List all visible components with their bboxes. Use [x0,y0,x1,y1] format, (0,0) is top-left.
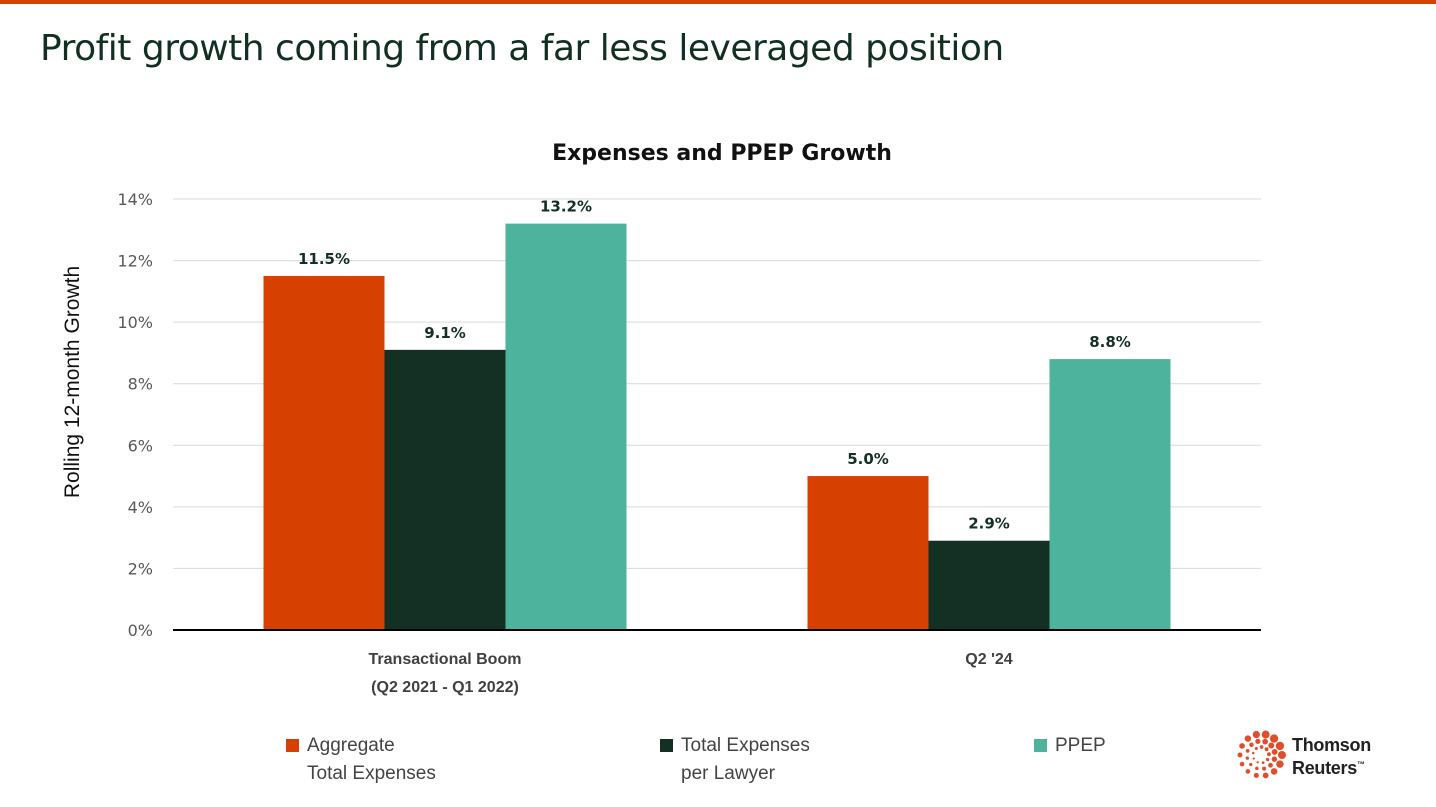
logo-dot [1277,750,1286,760]
legend-item: PPEP [1034,732,1106,760]
logo-tm: ™ [1356,760,1365,769]
y-tick-label: 6% [128,436,153,455]
legend-label: PPEP [1055,735,1106,756]
thomson-reuters-logo: Thomson Reuters™ [1236,730,1396,780]
legend-swatch [660,739,673,752]
y-tick-label: 10% [117,313,153,332]
logo-dot [1249,742,1254,747]
data-label: 8.8% [1089,333,1131,351]
logo-dot [1265,757,1270,762]
bar [505,223,627,630]
legend-label: Total Expenses per Lawyer [681,735,810,784]
logo-dot [1253,772,1259,779]
bar [1049,359,1171,630]
logo-dot [1271,756,1278,762]
chart-title: Expenses and PPEP Growth [552,141,892,166]
y-tick-label: 2% [128,559,153,578]
y-tick-label: 0% [128,621,153,640]
logo-dot [1270,768,1278,775]
logo-dot [1239,743,1245,749]
logo-dot [1245,769,1251,774]
logo-dot [1249,762,1253,767]
logo-line-2: Reuters [1292,758,1357,778]
logo-dot [1276,760,1284,768]
logo-dot [1252,730,1260,739]
logo-dot [1262,772,1269,779]
logo-dot [1261,761,1265,765]
data-label: 11.5% [298,250,350,268]
legend-item: Aggregate Total Expenses [286,732,436,788]
y-tick-label: 12% [117,252,153,271]
legend-swatch [1034,739,1047,752]
accent-bar [0,0,1436,4]
legend-item: Total Expenses per Lawyer [660,732,810,788]
logo-dot [1254,746,1258,751]
x-tick-label: Transactional Boom [369,651,522,668]
legend-label: Aggregate Total Expenses [307,735,436,784]
logo-dot [1252,757,1255,760]
logo-dot [1262,766,1267,771]
bar [928,540,1050,630]
logo-dot [1256,761,1259,764]
logo-dot [1275,741,1285,751]
y-tick-label: 4% [128,498,153,517]
logo-line-1: Thomson [1292,735,1371,755]
logo-dot [1244,735,1252,742]
logo-dot [1269,734,1279,743]
bar [807,476,929,630]
logo-dot [1255,738,1261,744]
logo-dot [1267,752,1271,757]
logo-dot [1262,738,1269,745]
logo-dot [1245,748,1250,753]
logo-dot [1268,742,1275,749]
logo-dot [1239,761,1245,767]
logo-dot [1237,752,1243,758]
bar [263,275,385,630]
data-label: 9.1% [424,324,466,342]
logo-dot [1261,730,1270,739]
y-tick-label: 8% [128,375,153,394]
data-label: 2.9% [968,515,1010,533]
data-label: 13.2% [540,198,592,216]
logo-dot [1245,756,1250,760]
y-tick-label: 14% [117,190,153,209]
x-tick-label: (Q2 2021 - Q1 2022) [371,679,519,696]
data-label: 5.0% [847,450,889,468]
logo-dot [1255,766,1259,771]
logo-dot [1264,747,1269,752]
x-tick-label: Q2 '24 [965,651,1012,668]
legend-swatch [286,739,299,752]
slide-title: Profit growth coming from a far less lev… [40,28,1004,69]
logo-dot [1259,745,1264,749]
logo-dot [1251,751,1255,755]
bar [384,349,506,630]
logo-dot [1268,762,1273,768]
logo-dot [1271,748,1278,755]
y-axis-label: Rolling 12-month Growth [61,266,84,498]
logo-dots-icon [1237,730,1286,779]
